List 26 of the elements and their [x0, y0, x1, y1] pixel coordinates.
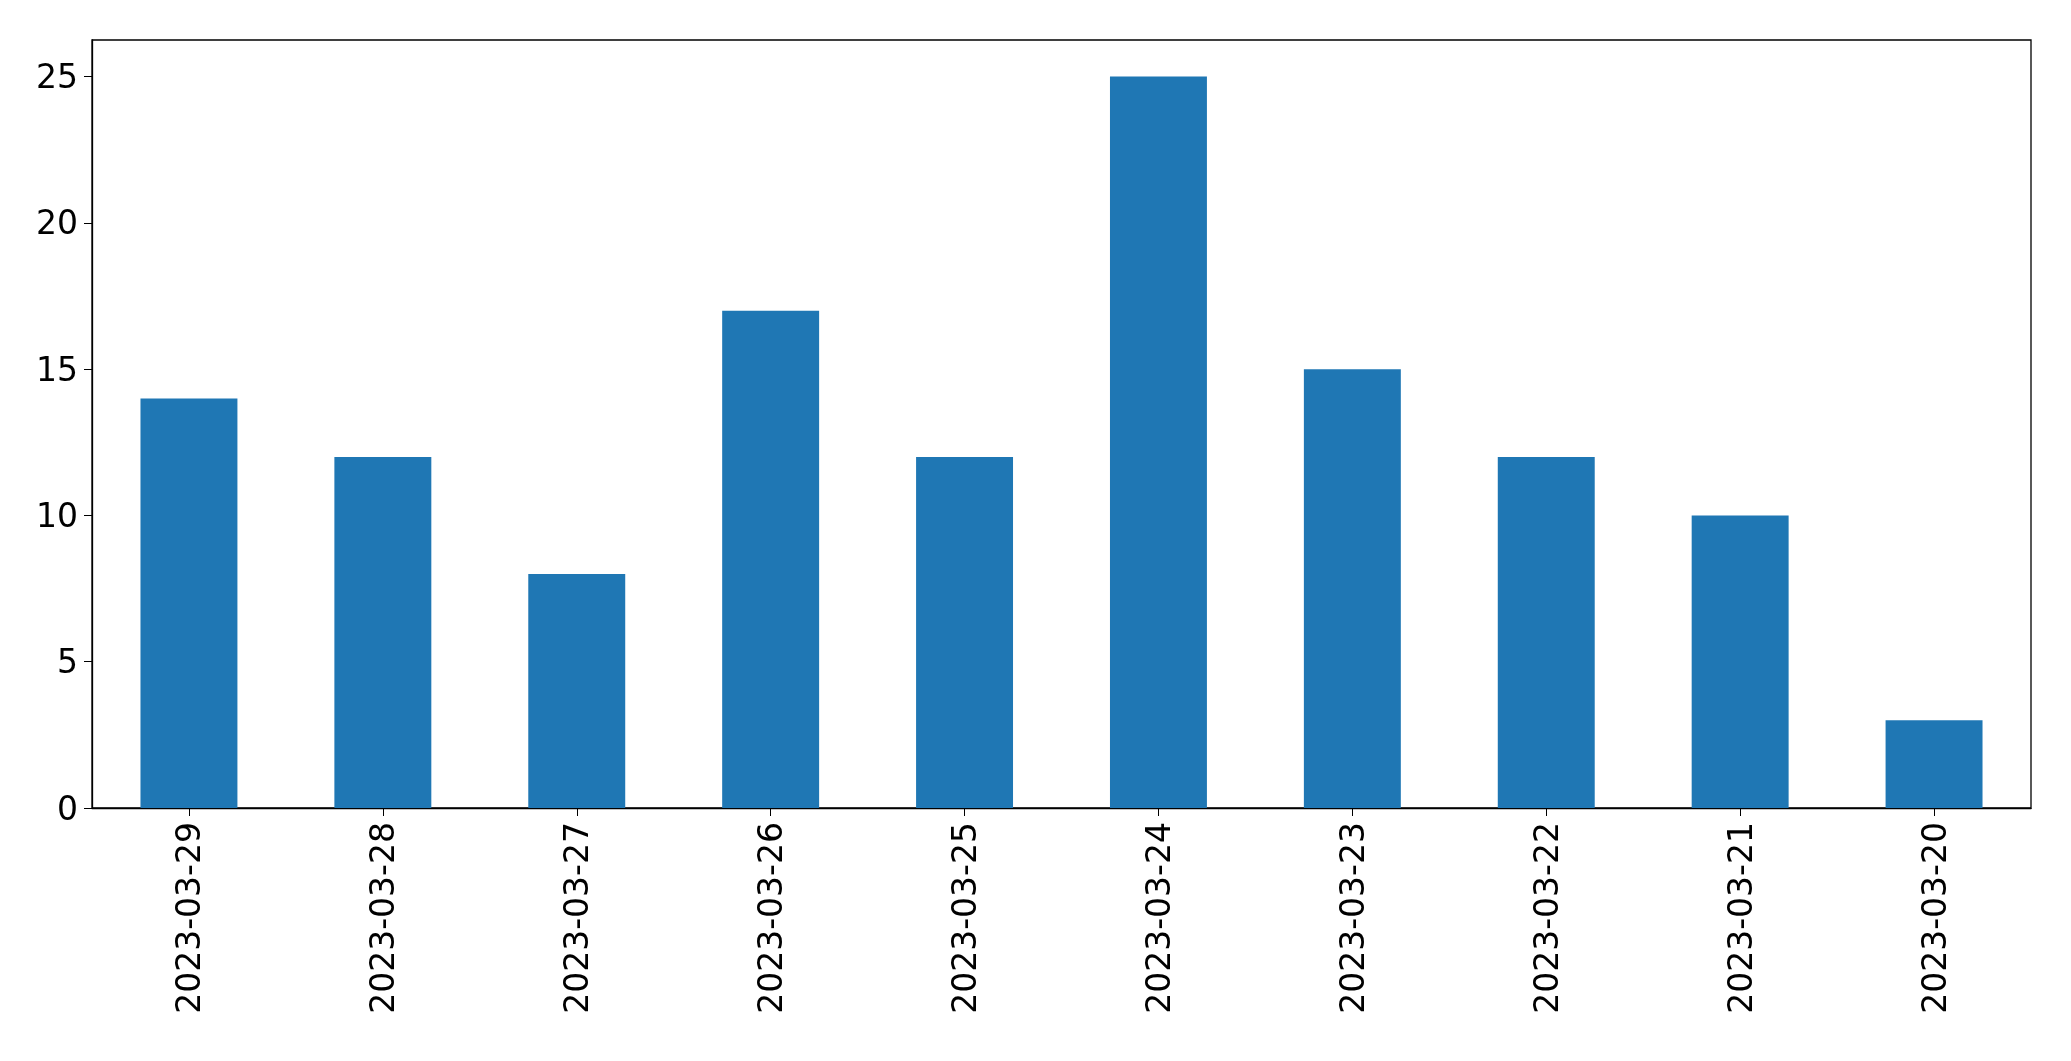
bar [334, 456, 432, 808]
bar [1109, 76, 1207, 808]
x-tick-label: 2023-03-29 [169, 822, 209, 1014]
y-tick-label: 10 [36, 495, 78, 535]
x-tick-label: 2023-03-20 [1914, 822, 1954, 1014]
bar [916, 456, 1014, 808]
bar [1691, 515, 1789, 808]
x-tick-label: 2023-03-28 [363, 822, 403, 1014]
x-tick-label: 2023-03-22 [1526, 822, 1566, 1014]
y-tick-label: 20 [36, 203, 78, 243]
bar [528, 573, 626, 808]
y-tick-label: 5 [57, 642, 78, 682]
x-tick-label: 2023-03-27 [557, 822, 597, 1014]
x-tick-label: 2023-03-21 [1720, 822, 1760, 1014]
bar [1885, 720, 1983, 808]
bar [1303, 369, 1401, 808]
y-tick-label: 15 [36, 349, 78, 389]
bar [722, 310, 820, 808]
x-tick-label: 2023-03-26 [751, 822, 791, 1014]
x-tick-label: 2023-03-25 [945, 822, 985, 1014]
x-tick-label: 2023-03-23 [1332, 822, 1372, 1014]
bar [1497, 456, 1595, 808]
y-tick-label: 0 [57, 788, 78, 828]
y-tick-label: 25 [36, 57, 78, 97]
x-tick-label: 2023-03-24 [1138, 822, 1178, 1014]
bar [140, 398, 238, 808]
